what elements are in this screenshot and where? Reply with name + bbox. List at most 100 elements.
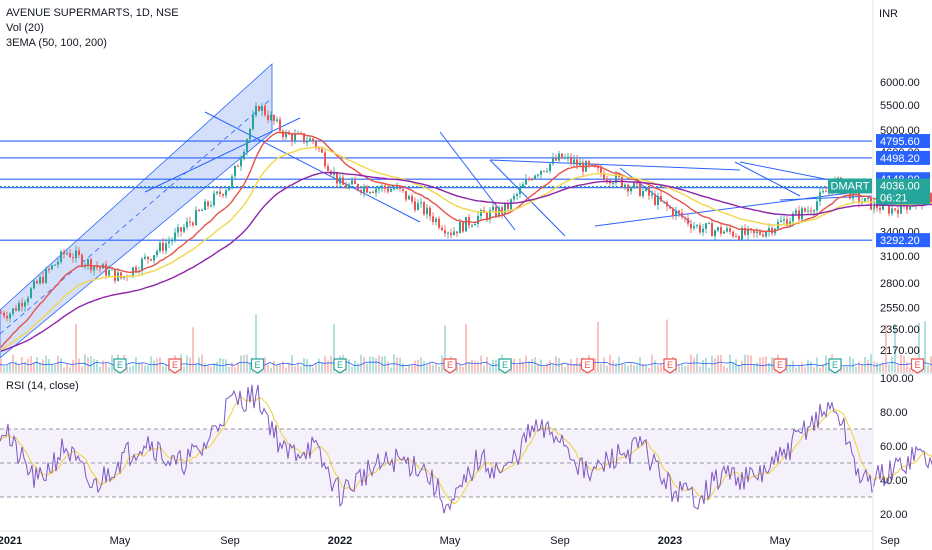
volume-bar [132,365,134,372]
earnings-marker[interactable]: E [113,358,127,374]
candle-body [705,223,707,229]
volume-bar [477,361,479,372]
volume-bar [765,356,767,372]
candle-body [540,170,542,175]
candle-body [555,157,557,161]
volume-bar [801,362,803,372]
volume-bar [417,359,419,372]
volume-bar [249,362,251,372]
earnings-marker-label: E [254,360,260,370]
earnings-marker[interactable]: E [168,358,182,374]
candle-body [258,106,260,111]
candle-body [240,159,242,167]
candle-body [558,153,560,161]
volume-bar [570,359,572,372]
candle-body [15,308,17,311]
volume-bar [705,357,707,372]
earnings-marker[interactable]: E [828,358,842,374]
volume-bar [894,323,896,372]
earnings-marker[interactable]: E [250,358,265,374]
currency-label[interactable]: INR [879,8,898,20]
volume-bar [108,367,110,372]
candle-body [531,179,533,181]
candle-body [357,184,359,190]
volume-bar [870,354,872,372]
trendline [594,189,873,227]
candle-body [576,159,578,166]
candle-body [189,221,191,223]
candle-body [108,270,110,276]
candle-body [276,119,278,121]
earnings-marker[interactable]: E [773,358,787,374]
volume-bar [537,363,539,372]
volume-bar [45,355,47,372]
volume-bar [162,366,164,372]
earnings-marker[interactable]: E [910,358,925,374]
volume-bar [513,358,515,372]
candle-body [348,184,350,189]
candle-body [642,190,644,197]
volume-bar [432,364,434,372]
volume-bar [378,355,380,372]
volume-bar [876,362,878,372]
volume-bar [717,355,719,372]
volume-bar [321,363,323,372]
volume-bar [276,366,278,372]
candle-body [810,210,812,212]
candle-body [174,232,176,240]
volume-bar [516,364,518,372]
candle-body [369,192,371,194]
earnings-marker[interactable]: E [498,358,512,374]
rsi-line [0,384,932,514]
volume-bar [198,357,200,372]
candle-body [453,231,455,236]
candle-body [339,177,341,184]
candle-body [456,231,458,234]
earnings-marker[interactable]: E [333,358,347,374]
earnings-marker[interactable]: E [663,358,677,374]
candle-body [168,241,170,244]
candle-body [579,162,581,166]
candle-body [441,227,443,231]
volume-bar [285,367,287,372]
earnings-marker-label: E [447,360,453,370]
volume-bar [762,357,764,372]
level-label: 4498.20 [880,153,920,165]
volume-bar [843,366,845,372]
candle-body [249,128,251,140]
volume-bar [735,359,737,372]
volume-bar [48,359,50,372]
earnings-marker-shape [443,358,457,374]
candle-body [225,190,227,196]
volume-bar [819,367,821,372]
candle-body [375,188,377,193]
volume-bar [771,357,773,372]
candle-body [459,221,461,234]
candle-body [510,199,512,210]
volume-bar [795,367,797,372]
candle-body [195,209,197,226]
volume-bar [726,367,728,372]
candle-body [543,170,545,172]
earnings-marker[interactable]: E [580,358,595,374]
candle-body [756,231,758,234]
volume-bar [738,365,740,372]
candle-body [528,179,530,181]
candle-body [39,277,41,284]
volume-bar [204,363,206,372]
candle-body [387,188,389,192]
candle-body [201,210,203,212]
candle-body [261,105,263,111]
earnings-marker-shape [663,358,677,374]
volume-bar [627,365,629,372]
candle-body [384,185,386,189]
candle-body [54,264,56,266]
earnings-marker-label: E [914,360,920,370]
price-tick-label: 2170.00 [880,345,920,357]
earnings-marker[interactable]: E [443,358,457,374]
volume-bar [102,360,104,372]
candle-body [279,119,281,131]
